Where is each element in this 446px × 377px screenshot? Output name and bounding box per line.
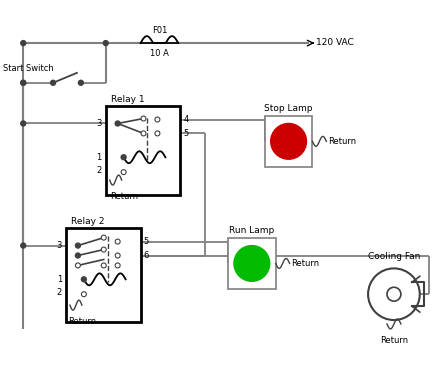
Circle shape — [21, 80, 26, 85]
Text: 1: 1 — [96, 153, 102, 162]
Circle shape — [115, 239, 120, 244]
Text: Return: Return — [68, 317, 96, 326]
Circle shape — [121, 155, 126, 160]
Text: Return: Return — [380, 336, 408, 345]
Circle shape — [141, 131, 146, 136]
Circle shape — [115, 253, 120, 258]
Circle shape — [234, 245, 270, 281]
Text: 3: 3 — [96, 119, 102, 128]
Circle shape — [101, 235, 106, 240]
Text: 5: 5 — [144, 237, 149, 246]
Text: 1: 1 — [57, 275, 62, 284]
Circle shape — [121, 170, 126, 175]
Text: 5: 5 — [183, 129, 189, 138]
Circle shape — [21, 243, 26, 248]
Circle shape — [75, 243, 80, 248]
Circle shape — [103, 41, 108, 46]
Bar — [106, 106, 180, 195]
Text: Return: Return — [328, 137, 356, 146]
Circle shape — [101, 263, 106, 268]
Bar — [66, 228, 140, 322]
Bar — [265, 115, 313, 167]
Text: 120 VAC: 120 VAC — [316, 38, 354, 47]
Text: F01: F01 — [152, 26, 167, 35]
Text: Relay 1: Relay 1 — [111, 95, 145, 104]
Text: 10 A: 10 A — [150, 49, 169, 58]
Text: 3: 3 — [57, 241, 62, 250]
Circle shape — [81, 277, 87, 282]
Text: 6: 6 — [144, 251, 149, 260]
Text: Relay 2: Relay 2 — [71, 217, 104, 226]
Circle shape — [21, 80, 26, 85]
Text: Return: Return — [292, 259, 320, 268]
Circle shape — [155, 131, 160, 136]
Circle shape — [101, 247, 106, 252]
Circle shape — [387, 287, 401, 301]
Text: Start Switch: Start Switch — [4, 64, 54, 74]
Text: Stop Lamp: Stop Lamp — [264, 104, 313, 113]
Circle shape — [78, 80, 83, 85]
Circle shape — [81, 292, 87, 297]
Circle shape — [75, 253, 80, 258]
Bar — [228, 238, 276, 289]
Circle shape — [21, 41, 26, 46]
Circle shape — [155, 117, 160, 122]
Text: Run Lamp: Run Lamp — [229, 226, 274, 235]
Circle shape — [141, 116, 146, 121]
Text: Cooling Fan: Cooling Fan — [368, 252, 420, 261]
Circle shape — [75, 263, 80, 268]
Circle shape — [21, 121, 26, 126]
Text: 2: 2 — [96, 166, 102, 175]
Circle shape — [115, 263, 120, 268]
Text: 2: 2 — [57, 288, 62, 297]
Circle shape — [271, 124, 306, 159]
Text: Return: Return — [110, 192, 138, 201]
Text: 4: 4 — [183, 115, 189, 124]
Circle shape — [115, 121, 120, 126]
Circle shape — [368, 268, 420, 320]
Circle shape — [50, 80, 56, 85]
